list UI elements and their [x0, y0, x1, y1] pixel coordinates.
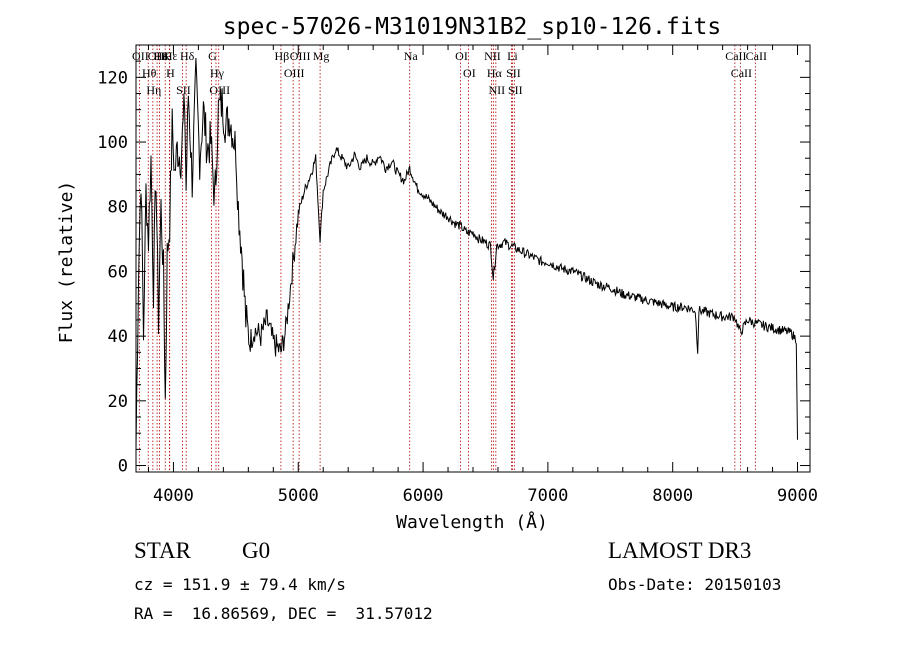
- line-marker-label: OI: [455, 49, 468, 63]
- line-marker-label: Hε: [164, 49, 178, 63]
- observation-date: Obs-Date: 20150103: [608, 575, 782, 594]
- object-class: STAR: [134, 538, 191, 563]
- spectrum-line: [135, 57, 798, 450]
- line-marker-label: Hγ: [210, 66, 225, 80]
- line-marker-label: Na: [404, 49, 419, 63]
- line-marker-label: CaII: [725, 49, 746, 63]
- x-tick-label: 7000: [527, 486, 568, 506]
- line-marker-label: NII: [489, 83, 506, 97]
- line-marker-label: SII: [176, 83, 191, 97]
- line-markers: [138, 45, 756, 472]
- y-tick-label: 20: [108, 392, 128, 412]
- y-tick-label: 60: [108, 262, 128, 282]
- line-marker-label: Hη: [146, 83, 161, 97]
- x-tick-label: 4000: [153, 486, 194, 506]
- line-marker-label: OIII: [209, 83, 230, 97]
- x-tick-label: 6000: [403, 486, 444, 506]
- survey-name: LAMOST DR3: [608, 538, 752, 563]
- line-marker-label: CaII: [731, 66, 752, 80]
- y-tick-label: 40: [108, 327, 128, 347]
- line-marker-label: Mg: [313, 49, 330, 63]
- y-tick-label: 0: [118, 457, 128, 477]
- line-marker-label: Hβ: [275, 49, 290, 63]
- line-marker-label: NII: [484, 49, 501, 63]
- x-tick-label: 8000: [652, 486, 693, 506]
- x-tick-label: 9000: [777, 486, 818, 506]
- x-tick-label: 5000: [278, 486, 319, 506]
- ra-dec: RA = 16.86569, DEC = 31.57012: [134, 604, 433, 623]
- y-tick-label: 100: [97, 133, 128, 153]
- line-marker-label: Hα: [487, 66, 503, 80]
- object-subclass: G0: [242, 538, 271, 563]
- y-tick-label: 80: [108, 198, 128, 218]
- line-marker-label: OIII: [148, 49, 169, 63]
- line-marker-label: He: [154, 49, 168, 63]
- redshift-cz: cz = 151.9 ± 79.4 km/s: [134, 575, 346, 594]
- plot-frame: [135, 44, 811, 473]
- x-axis-ticks: 4000 5000 6000 7000 8000 9000: [147, 45, 818, 506]
- line-marker-label: SII: [506, 66, 521, 80]
- line-marker-label: H: [166, 66, 175, 80]
- line-marker-label: OIII: [290, 49, 311, 63]
- line-marker-label: G: [208, 49, 217, 63]
- line-marker-label: OI: [463, 66, 476, 80]
- line-marker-label: OIII: [284, 66, 305, 80]
- x-axis-label: Wavelength (Å): [396, 511, 548, 533]
- y-axis-label: Flux (relative): [56, 181, 77, 344]
- chart-title: spec-57026-M31019N31B2_sp10-126.fits: [223, 14, 722, 40]
- line-marker-label: Li: [507, 49, 518, 63]
- line-marker-label: CaII: [746, 49, 767, 63]
- y-axis-ticks: 0 20 40 60 80 100 120: [97, 60, 810, 477]
- line-marker-label: K: [162, 49, 171, 63]
- line-marker-label: SII: [508, 83, 523, 97]
- y-tick-label: 120: [97, 68, 128, 88]
- line-marker-label: Hδ: [180, 49, 195, 63]
- line-marker-label: Hθ: [142, 66, 157, 80]
